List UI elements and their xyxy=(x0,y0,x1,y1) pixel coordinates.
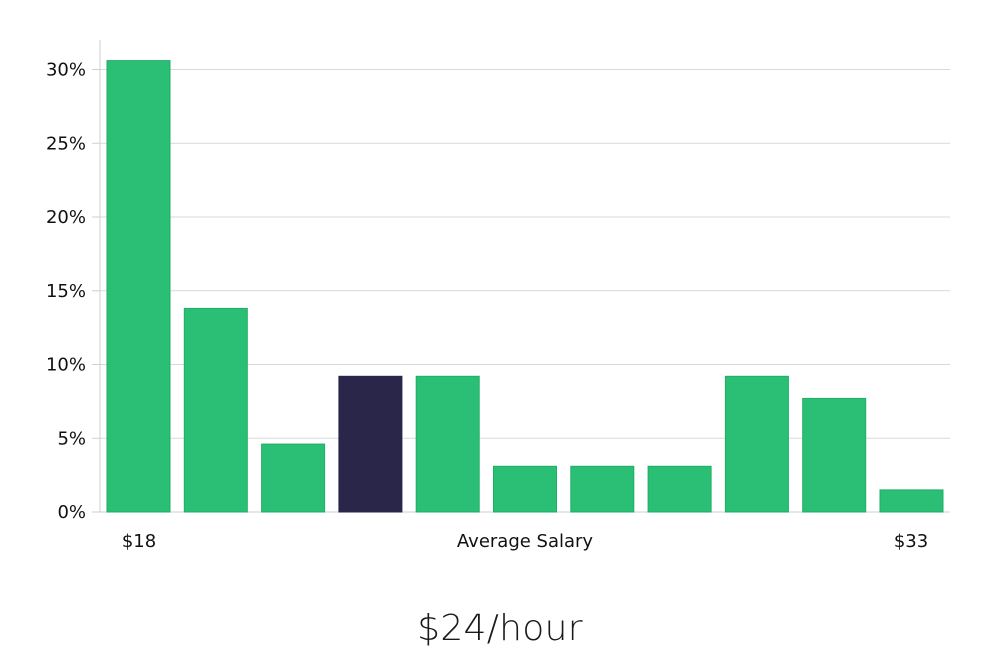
y-tick-label: 30% xyxy=(46,60,86,81)
bars xyxy=(106,60,944,513)
average-salary-headline: $24/hour xyxy=(417,608,583,649)
bar[interactable] xyxy=(183,307,248,513)
bar[interactable] xyxy=(802,397,867,513)
y-tick-label: 15% xyxy=(46,281,86,302)
bar[interactable] xyxy=(106,60,171,513)
y-tick-label: 5% xyxy=(57,428,86,449)
labels: $18 Average Salary $33 xyxy=(122,531,928,552)
y-tick-label: 0% xyxy=(57,502,86,523)
bar-highlighted[interactable] xyxy=(338,375,403,513)
y-tick-label: 20% xyxy=(46,207,86,228)
y-tick-label: 10% xyxy=(46,355,86,376)
salary-histogram-chart: 0% 5% 10% 15% 20% 25% 30% $18 Average Salary $… xyxy=(46,40,950,552)
x-min-label: $18 xyxy=(122,531,156,552)
bar[interactable] xyxy=(647,465,712,513)
bar[interactable] xyxy=(879,489,944,513)
bar[interactable] xyxy=(570,465,635,513)
bar[interactable] xyxy=(415,375,480,513)
bar[interactable] xyxy=(261,443,326,513)
x-max-label: $33 xyxy=(894,531,928,552)
y-tick-label: 25% xyxy=(46,133,86,154)
x-axis-title: Average Salary xyxy=(457,531,594,552)
bar[interactable] xyxy=(493,465,557,513)
bar[interactable] xyxy=(724,375,789,513)
